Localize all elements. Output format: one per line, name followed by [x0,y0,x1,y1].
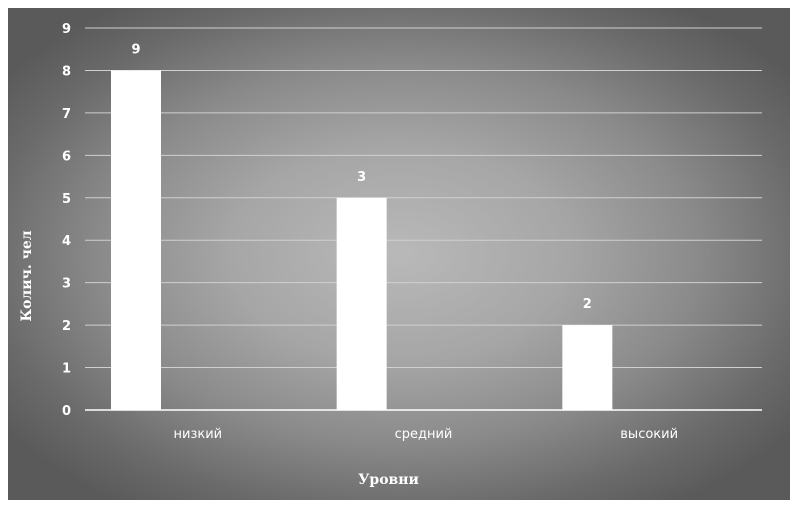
data-labels: 9 3 2 [131,42,591,312]
y-tick-label: 7 [62,107,71,122]
y-tick-label: 5 [62,192,71,207]
data-label: 3 [357,170,366,185]
data-label: 2 [583,297,592,312]
x-tick-label: средний [395,427,453,442]
x-axis-title: Уровни [358,472,419,488]
x-tick-label: высокий [620,427,678,442]
bars [111,70,613,410]
y-axis-title: Колич. чел [19,230,35,321]
y-tick-label: 0 [62,404,71,419]
gridlines [85,27,762,369]
x-axis-ticks: низкий средний высокий [174,427,679,442]
x-tick-label: низкий [174,427,223,442]
y-tick-label: 3 [62,277,71,292]
bar [562,325,613,410]
y-tick-label: 2 [62,319,71,334]
bar [111,70,161,410]
y-tick-label: 1 [62,362,71,377]
y-tick-label: 8 [62,64,71,79]
y-tick-label: 9 [62,22,71,37]
y-tick-label: 6 [62,149,71,164]
data-label: 9 [131,42,140,57]
y-axis-ticks: 0 1 2 3 4 5 6 7 8 9 [62,22,71,419]
y-tick-label: 4 [62,234,71,249]
bar [336,197,387,410]
